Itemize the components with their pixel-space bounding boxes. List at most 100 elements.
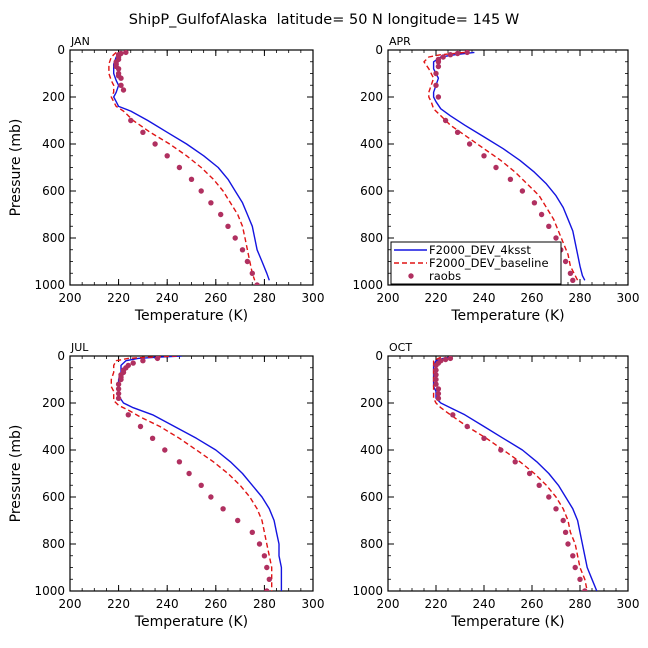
series-line-baseline bbox=[108, 51, 256, 281]
x-tick-label: 300 bbox=[302, 597, 325, 611]
x-tick-label: 240 bbox=[473, 291, 496, 305]
raobs-point bbox=[186, 470, 192, 477]
raobs-point bbox=[254, 282, 260, 285]
x-tick-label: 240 bbox=[473, 597, 496, 611]
raobs-point bbox=[582, 588, 588, 591]
raobs-point bbox=[208, 494, 214, 500]
x-tick-label: 300 bbox=[302, 291, 325, 305]
raobs-point bbox=[120, 87, 127, 93]
y-tick-label: 600 bbox=[360, 490, 383, 504]
major-ticks bbox=[387, 355, 629, 592]
raobs-point bbox=[531, 200, 538, 206]
x-tick-label: 240 bbox=[156, 291, 179, 305]
raobs-point bbox=[239, 247, 246, 253]
raobs-point bbox=[115, 386, 122, 392]
y-tick-label: 400 bbox=[360, 137, 383, 151]
y-tick-label: 200 bbox=[360, 396, 383, 410]
raobs-point bbox=[152, 141, 158, 147]
raobs-point bbox=[464, 50, 470, 56]
raobs-point bbox=[140, 129, 146, 135]
raobs-point bbox=[118, 82, 124, 89]
raobs-point bbox=[123, 50, 129, 56]
raobs-point bbox=[115, 390, 122, 397]
y-tick-label: 0 bbox=[57, 43, 65, 57]
raobs-point bbox=[256, 541, 263, 547]
raobs-point bbox=[565, 541, 571, 547]
y-tick-label: 0 bbox=[375, 349, 383, 363]
raobs-point bbox=[553, 235, 559, 241]
y-tick-label: 800 bbox=[42, 537, 65, 551]
y-tick-label: 600 bbox=[42, 184, 65, 198]
raobs-point bbox=[208, 200, 214, 206]
y-tick-label: 800 bbox=[42, 231, 65, 245]
y-tick-label: 800 bbox=[360, 231, 383, 245]
raobs-point bbox=[454, 129, 461, 135]
plot-data bbox=[432, 356, 598, 591]
y-tick-label: 200 bbox=[360, 90, 383, 104]
raobs-point bbox=[442, 117, 449, 124]
y-tick-label: 1000 bbox=[352, 584, 383, 598]
raobs-point bbox=[464, 423, 470, 430]
minor-ticks bbox=[69, 49, 314, 286]
x-tick-label: 280 bbox=[253, 291, 276, 305]
y-tick-label: 0 bbox=[375, 43, 383, 57]
x-tick-label: 200 bbox=[377, 291, 400, 305]
raobs-point bbox=[538, 211, 545, 218]
y-tick-label: 1000 bbox=[352, 278, 383, 292]
raobs-point bbox=[220, 506, 226, 512]
series-line-4ksst bbox=[113, 51, 270, 281]
raobs-point bbox=[567, 270, 574, 276]
y-tick-label: 400 bbox=[42, 137, 65, 151]
x-tick-label: 220 bbox=[107, 597, 130, 611]
raobs-point bbox=[176, 459, 183, 465]
x-tick-label: 300 bbox=[617, 291, 640, 305]
plot-frame bbox=[69, 355, 314, 592]
raobs-point bbox=[162, 447, 168, 453]
raobs-point bbox=[235, 517, 241, 524]
x-tick-label: 260 bbox=[521, 291, 544, 305]
raobs-point bbox=[154, 356, 161, 362]
major-ticks bbox=[69, 49, 314, 286]
x-tick-label: 200 bbox=[377, 597, 400, 611]
raobs-point bbox=[546, 494, 552, 500]
raobs-point bbox=[440, 54, 446, 60]
raobs-point bbox=[149, 435, 156, 441]
plot-data bbox=[110, 356, 283, 591]
raobs-point bbox=[218, 211, 224, 218]
raobs-point bbox=[562, 529, 569, 535]
raobs-point bbox=[454, 50, 461, 57]
raobs-point bbox=[130, 360, 136, 366]
raobs-point bbox=[442, 356, 449, 363]
y-axis-label: Pressure (mb) bbox=[8, 425, 24, 523]
y-tick-label: 400 bbox=[42, 443, 65, 457]
raobs-point bbox=[249, 529, 255, 535]
raobs-point bbox=[560, 517, 566, 524]
raobs-point bbox=[450, 412, 456, 418]
raobs-point bbox=[433, 376, 439, 383]
raobs-point bbox=[115, 381, 122, 387]
panel-label: APR bbox=[389, 35, 411, 48]
x-tick-label: 200 bbox=[59, 597, 82, 611]
raobs-point bbox=[264, 588, 270, 591]
series-line-baseline bbox=[110, 356, 273, 591]
raobs-point bbox=[164, 153, 170, 159]
raobs-point bbox=[512, 459, 518, 465]
raobs-point bbox=[536, 482, 542, 488]
y-axis-label: Pressure (mb) bbox=[8, 119, 24, 217]
plot-frame bbox=[69, 49, 314, 286]
raobs-point bbox=[433, 362, 439, 369]
y-tick-label: 200 bbox=[42, 396, 65, 410]
y-tick-label: 800 bbox=[360, 537, 383, 551]
x-tick-label: 280 bbox=[569, 597, 592, 611]
panel-label: JUL bbox=[70, 341, 89, 354]
x-tick-label: 260 bbox=[204, 291, 227, 305]
y-tick-label: 400 bbox=[360, 443, 383, 457]
raobs-point bbox=[546, 223, 552, 229]
raobs-point bbox=[188, 176, 195, 182]
raobs-point bbox=[433, 82, 439, 89]
figure-title: ShipP_GulfofAlaska latitude= 50 N longit… bbox=[129, 12, 519, 28]
raobs-point bbox=[244, 258, 251, 265]
raobs-point bbox=[577, 576, 583, 582]
x-axis-label: Temperature (K) bbox=[134, 614, 248, 630]
raobs-point bbox=[498, 447, 504, 453]
